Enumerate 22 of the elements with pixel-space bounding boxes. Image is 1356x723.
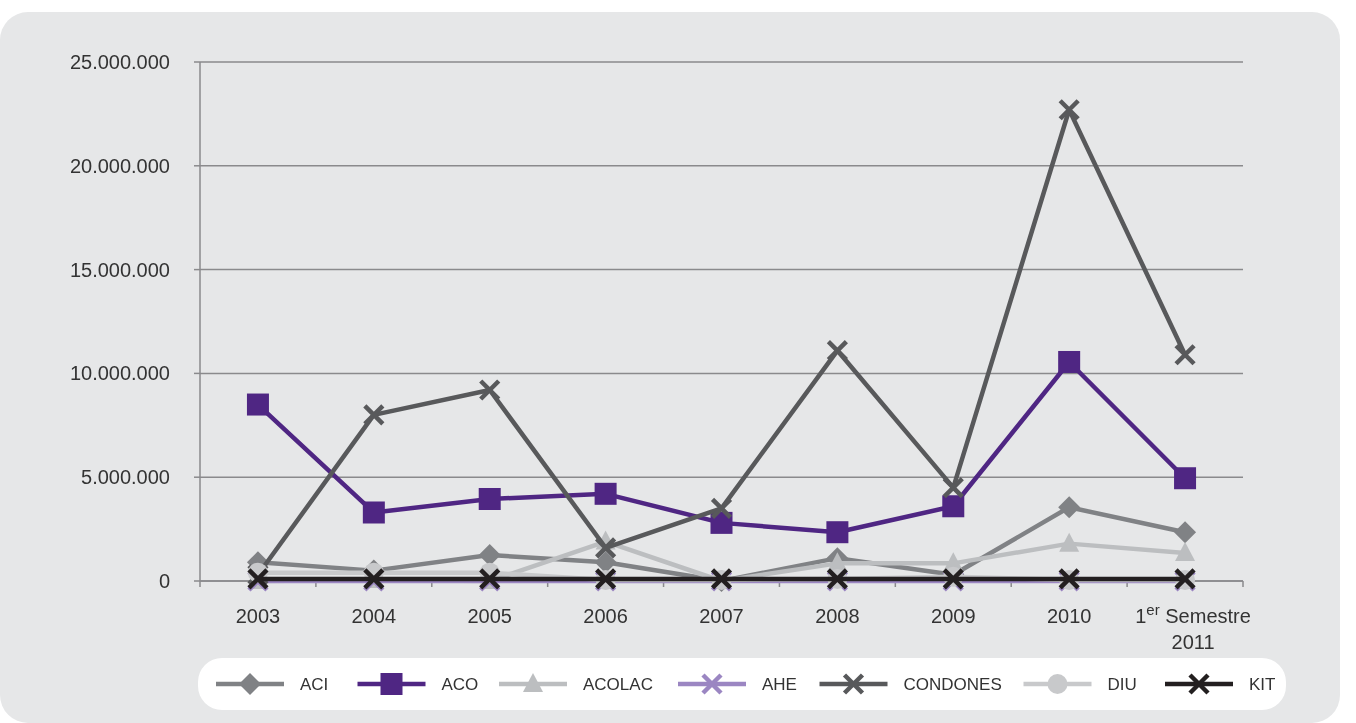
x-tick-label: 2008 (815, 605, 860, 627)
legend-label: ACI (300, 674, 329, 694)
x-tick-label: 2005 (467, 605, 512, 627)
legend-label: ACOLAC (583, 674, 653, 694)
x-tick-label: 2004 (351, 605, 397, 627)
legend-label: ACO (441, 674, 479, 694)
x-tick-label: 2010 (1046, 605, 1092, 627)
y-tick-label: 0 (158, 570, 170, 592)
y-tick-label: 10.000.000 (69, 362, 170, 385)
legend-label: DIU (1107, 674, 1137, 694)
y-tick-label: 20.000.000 (69, 154, 170, 177)
y-tick-label: 25.000.000 (69, 51, 170, 73)
x-tick-label: 2007 (699, 605, 744, 627)
x-tick-label: 2009 (931, 605, 976, 627)
legend-label: KIT (1249, 674, 1276, 694)
legend-label: AHE (762, 674, 797, 694)
x-tick-label: 2006 (583, 605, 628, 627)
legend-label: CONDONES (903, 674, 1002, 694)
y-tick-label: 5.000.000 (81, 466, 170, 489)
x-tick-label: 1$^{er}$ Semestre 2011 (1135, 600, 1251, 653)
x-tick-label: 2003 (235, 605, 281, 627)
y-tick-label: 15.000.000 (69, 258, 170, 281)
